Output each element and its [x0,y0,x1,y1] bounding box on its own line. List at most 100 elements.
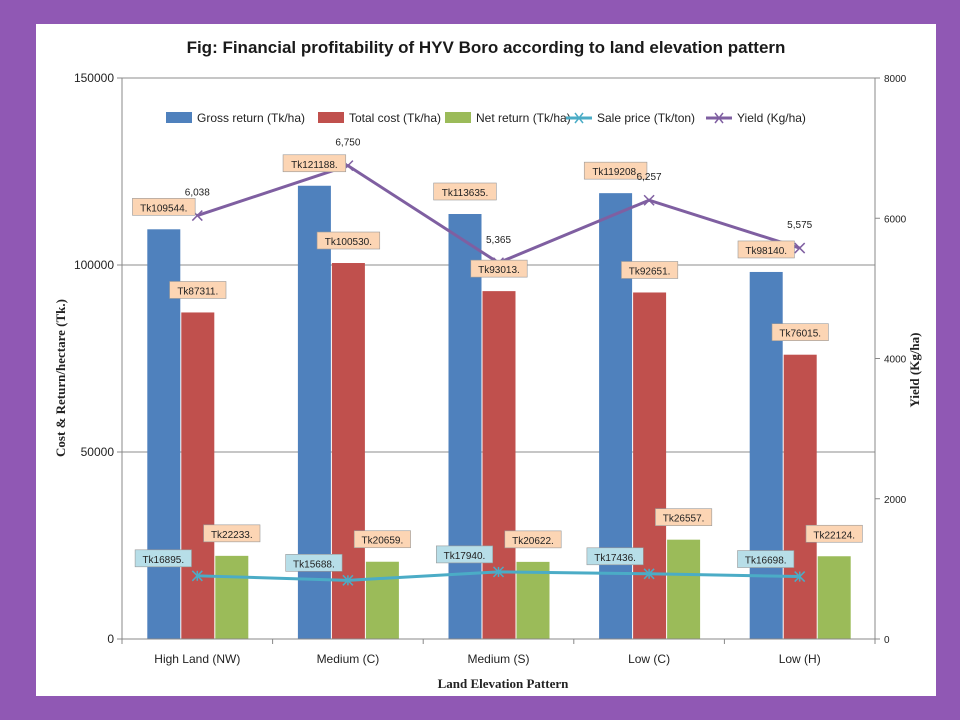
data-label-net-return: Tk22233. [203,524,261,543]
label-box [435,545,493,564]
data-label-total-cost: Tk76015. [771,323,829,342]
legend: Gross return (Tk/ha) Total cost (Tk/ha) Ne… [166,111,806,125]
x-tick-label: Medium (S) [467,652,529,666]
y-tick-label: 100000 [74,258,114,272]
label-text: Tk87311. [177,286,218,297]
data-label-gross-return: Tk109544. [132,198,196,216]
label-box [586,547,644,566]
label-box [203,524,261,543]
data-label-net-return: Tk20659. [353,530,411,549]
label-box [655,508,713,526]
label-box [737,240,795,259]
label-box [621,261,679,279]
y2-tick-label: 0 [884,635,890,646]
y-axis-title: Cost & Return/hectare (Tk.) [53,299,68,457]
label-box [504,530,562,549]
data-label-yield: 5,575 [787,220,812,231]
label-text: Tk98140. [745,246,787,257]
point-sale-price [794,571,806,583]
label-box [470,259,528,278]
data-label-yield: 5,365 [486,235,511,246]
chart-title: Fig: Financial profitability of HYV Boro… [187,38,786,57]
chart-slide: Fig: Financial profitability of HYV Boro… [36,24,936,696]
label-box [316,231,381,250]
legend-marker [574,112,584,124]
bar-total-cost [633,292,667,639]
y2-tick-label: 4000 [884,355,907,366]
data-label-gross-return: Tk121188. [282,154,347,173]
point-sale-price [342,574,354,586]
y-tick-label: 0 [107,632,114,646]
data-label-gross-return: Tk113635. [433,182,497,201]
label-text: Tk93013. [478,265,520,276]
x-axis-title: Land Elevation Pattern [438,676,569,691]
label-text: Tk121188. [291,160,338,171]
bar-total-cost [482,291,516,639]
marker-x [643,194,655,206]
legend-item-yield: Yield (Kg/ha) [706,111,806,125]
bar-total-cost [181,312,215,639]
bar-net-return [667,539,701,639]
label-text: Tk109544. [140,203,187,214]
line-yield [196,164,801,265]
legend-swatch [445,112,471,123]
bar-net-return [817,556,851,639]
legend-swatch [318,112,344,123]
data-label-total-cost: Tk100530. [316,231,381,250]
x-tick-label: High Land (NW) [154,652,240,666]
label-box [282,154,347,173]
bar-net-return [215,555,249,639]
data-label-total-cost: Tk87311. [169,281,227,299]
data-labels: Tk109544. Tk87311. Tk22233. Tk121188. Tk1005… [132,138,863,572]
data-label-yield: 6,750 [335,138,360,149]
marker-x [794,242,806,254]
y2-tick-label: 6000 [884,214,907,225]
bar-net-return [365,561,399,639]
marker-x [191,210,203,222]
label-box [805,524,863,543]
data-label-net-return: Tk20622. [504,530,562,549]
point-sale-price [191,570,203,582]
label-text: Tk16895. [142,555,184,566]
label-text: Tk92651. [629,266,671,277]
data-label-sale-price: Tk16698. [737,550,795,568]
legend-label: Sale price (Tk/ton) [597,111,695,125]
label-box [169,281,227,299]
label-box [132,198,196,216]
point-sale-price [643,568,655,580]
label-text: Tk22124. [813,530,855,541]
label-box [353,530,411,549]
label-box [285,554,343,572]
label-text: Tk119208. [592,167,639,178]
bar-gross-return [448,214,482,639]
axes: 0 50000 100000 150000 0 2000 4000 6000 8000 High … [74,71,907,666]
x-tick-label: Medium (C) [317,652,380,666]
label-text: Tk22233. [211,530,253,541]
legend-marker [714,112,724,124]
label-box [771,323,829,342]
y2-axis-title: Yield (Kg/ha) [907,333,922,408]
data-label-net-return: Tk22124. [805,524,863,543]
x-tick-label: Low (H) [779,652,821,666]
data-label-sale-price: Tk16895. [134,549,192,568]
label-text: Tk100530. [325,237,372,248]
data-label-yield: 6,038 [185,188,210,199]
legend-item-sale-price: Sale price (Tk/ton) [566,111,695,125]
label-text: Tk17436. [594,553,636,564]
point-sale-price [492,566,505,578]
legend-item-total-cost: Total cost (Tk/ha) [318,111,441,125]
label-text: Tk20659. [362,536,404,547]
label-box [134,549,192,568]
label-text: Tk17940. [444,551,486,562]
label-text: Tk76015. [779,329,821,340]
bar-total-cost [783,354,817,639]
y-tick-label: 150000 [74,71,114,85]
point-yield [794,242,806,254]
point-yield [643,194,655,206]
data-label-sale-price: Tk17940. [435,545,493,564]
label-box [583,161,648,180]
data-label-total-cost: Tk92651. [621,261,679,279]
x-tick-label: Low (C) [628,652,670,666]
legend-label: Net return (Tk/ha) [476,111,571,125]
bar-net-return [516,561,550,639]
